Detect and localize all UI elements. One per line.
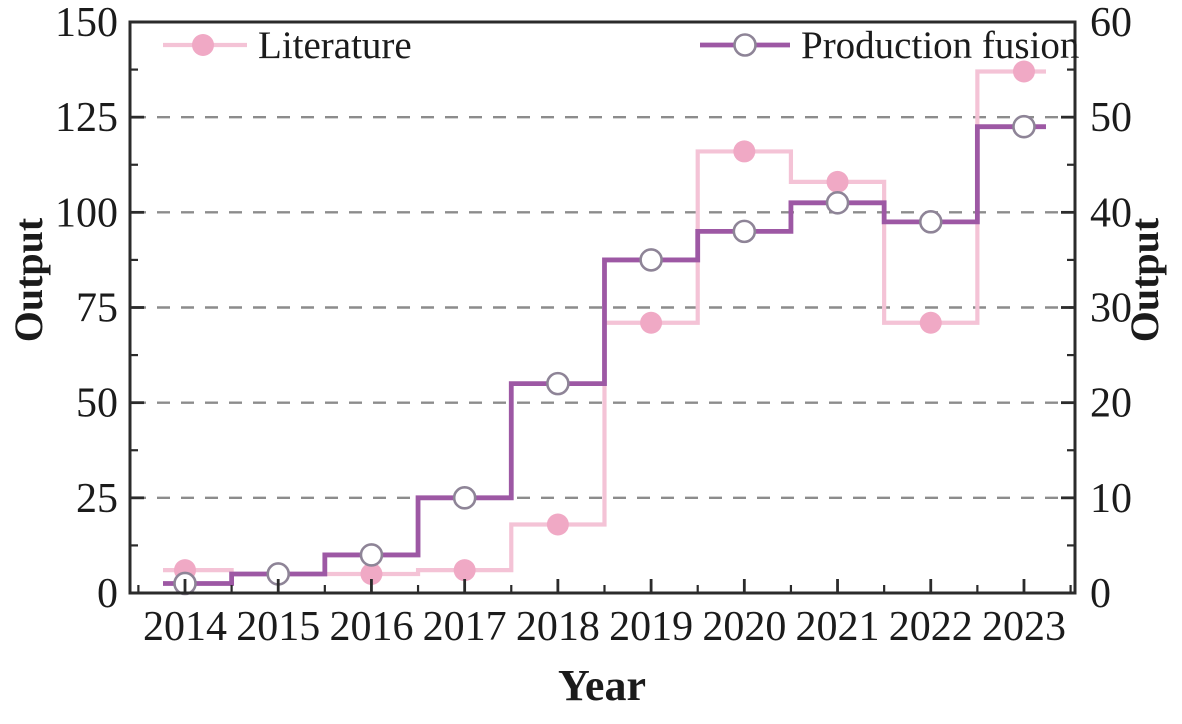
right-axis-tick-label: 0 (1090, 571, 1111, 617)
right-axis-tick-label: 10 (1090, 476, 1132, 522)
left-axis-tick-label: 25 (76, 476, 118, 522)
right-axis-tick-label: 20 (1090, 381, 1132, 427)
series-production-fusion-line (163, 124, 1046, 586)
series-literature-marker-2019 (640, 311, 663, 334)
right-axis-tick-label: 40 (1090, 190, 1132, 236)
x-axis-tick-label: 2014 (143, 604, 227, 650)
x-axis-tick-label: 2018 (516, 604, 600, 650)
series-production-fusion-marker-2021 (825, 191, 850, 215)
right-axis-tick-label: 60 (1090, 0, 1132, 46)
series-production-fusion-marker-2020 (732, 219, 757, 244)
legend-marker-literature (192, 34, 214, 56)
left-axis-tick-label: 50 (76, 381, 118, 427)
series-literature-marker-2023 (1012, 60, 1035, 83)
series-literature-marker-2020 (733, 140, 756, 163)
series-production-fusion-marker-2022 (918, 210, 943, 234)
series-production-fusion-marker-2016 (359, 543, 384, 567)
x-axis-tick-label: 2020 (702, 604, 786, 650)
legend-label-literature: Literature (258, 24, 412, 67)
series-literature-marker-2016 (360, 562, 383, 585)
left-axis-tick-label: 100 (55, 190, 118, 236)
series-production-fusion-marker-2018 (546, 371, 570, 396)
left-axis-tick-label: 125 (55, 95, 118, 141)
series-production-fusion-marker-2017 (452, 486, 477, 510)
series-literature-marker-2017 (453, 559, 476, 582)
left-axis-tick-label: 150 (55, 0, 118, 46)
legend-label-production-fusion: Production fusion (801, 24, 1079, 67)
series-literature-marker-2018 (546, 513, 569, 536)
x-axis-title: Year (558, 661, 646, 710)
left-axis-tick-label: 75 (76, 286, 118, 332)
legend: Literature Production fusion (163, 24, 1079, 67)
right-axis-tick-label: 30 (1090, 286, 1132, 332)
x-axis-tick-label: 2017 (423, 604, 507, 650)
x-axis-tick-label: 2016 (329, 604, 413, 650)
x-axis-tick-label: 2019 (609, 604, 693, 650)
x-axis-tick-label: 2021 (796, 604, 880, 650)
x-axis-tick-label: 2023 (982, 604, 1066, 650)
series-production-fusion-marker-2023 (1012, 114, 1036, 139)
x-axis-tick-label: 2022 (889, 604, 973, 650)
x-axis-tick-label: 2015 (236, 604, 320, 650)
right-axis-tick-label: 50 (1090, 95, 1132, 141)
right-axis-title: Output (1122, 217, 1167, 342)
left-axis-tick-label: 0 (97, 571, 118, 617)
left-axis-title: Output (6, 217, 51, 342)
series-production-fusion-marker-2019 (639, 248, 663, 272)
series-literature-marker-2022 (919, 311, 942, 334)
legend-marker-production-fusion (733, 33, 757, 57)
series-literature-marker-2021 (826, 170, 849, 193)
